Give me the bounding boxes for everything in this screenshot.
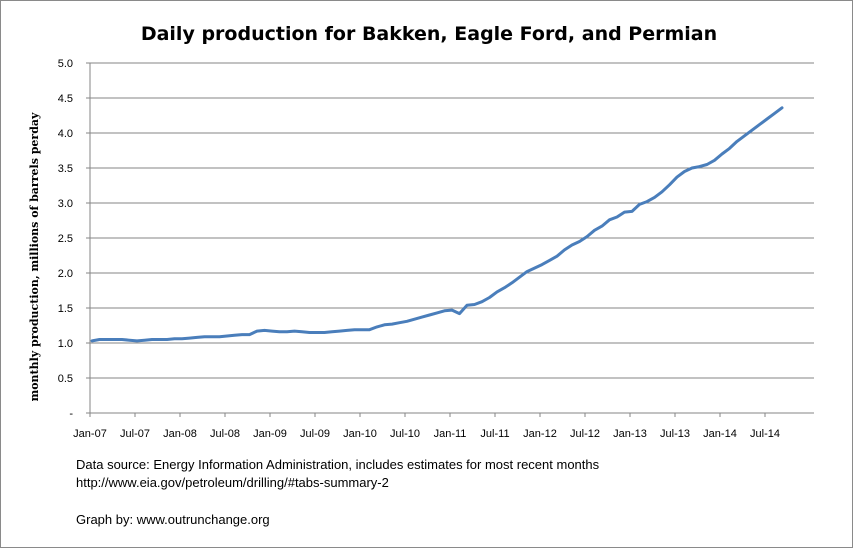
x-tick-label: Jul-09	[300, 428, 330, 440]
y-tick-label: 2.0	[58, 268, 73, 280]
x-tick-label: Jan-07	[73, 428, 107, 440]
y-tick-label: 3.0	[58, 198, 73, 210]
x-tick-label: Jan-14	[703, 428, 737, 440]
x-tick-label: Jan-10	[343, 428, 377, 440]
x-tick-label: Jul-12	[570, 428, 600, 440]
x-tick-label: Jan-08	[163, 428, 197, 440]
y-tick-label: 4.5	[58, 93, 73, 105]
x-tick-label: Jan-11	[434, 428, 467, 440]
series-line	[90, 106, 784, 343]
x-tick-label: Jul-14	[750, 428, 780, 440]
y-tick-label: 1.0	[58, 338, 73, 350]
x-tick-label: Jan-12	[523, 428, 557, 440]
y-tick-label: -	[69, 408, 73, 420]
x-tick-label: Jan-13	[613, 428, 647, 440]
x-tick-label: Jul-10	[390, 428, 420, 440]
y-axis-label: monthly production, millions of barrels …	[28, 112, 41, 401]
x-tick-label: Jul-11	[480, 428, 509, 440]
gridlines	[90, 62, 814, 379]
chart-title: Daily production for Bakken, Eagle Ford,…	[141, 23, 717, 45]
y-tick-label: 0.5	[58, 373, 73, 385]
y-tick-label: 2.5	[58, 233, 73, 245]
source-url: http://www.eia.gov/petroleum/drilling/#t…	[76, 475, 389, 490]
x-tick-label: Jan-09	[253, 428, 287, 440]
source-note: Data source: Energy Information Administ…	[76, 457, 600, 472]
y-tick-label: 5.0	[58, 58, 73, 70]
x-tick-label: Jul-13	[660, 428, 690, 440]
x-tick-label: Jul-07	[120, 428, 150, 440]
y-tick-label: 4.0	[58, 128, 73, 140]
y-tick-label: 3.5	[58, 163, 73, 175]
x-axis-ticks: Jan-07 Jul-07 Jan-08 Jul-08 Jan-09 Jul-09 Jan-…	[73, 413, 780, 440]
y-axis-ticks: - 0.5 1.0 1.5 2.0 2.5 3.0 3.5 4.0 4.5 5.0	[58, 58, 90, 420]
x-tick-label: Jul-08	[210, 428, 240, 440]
credit-note: Graph by: www.outrunchange.org	[76, 512, 270, 527]
y-tick-label: 1.5	[58, 303, 73, 315]
